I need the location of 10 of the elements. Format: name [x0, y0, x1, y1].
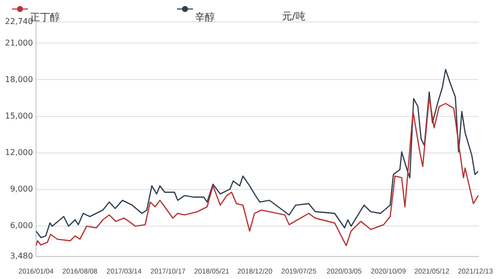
legend-label: 辛醇 — [195, 12, 215, 24]
y-tick-label: 18,000 — [4, 74, 33, 84]
annotation: 元/吨 — [282, 10, 306, 23]
y-tick-label: 3,480 — [10, 252, 33, 261]
y-tick-label: 22,740 — [4, 17, 33, 26]
y-tick-label: 12,000 — [4, 148, 33, 157]
y-tick-label: 21,000 — [4, 38, 33, 48]
y-tick-label: 15,000 — [4, 111, 33, 120]
y-tick-label: 9,000 — [10, 184, 33, 194]
y-tick-label: 6,000 — [10, 220, 33, 230]
